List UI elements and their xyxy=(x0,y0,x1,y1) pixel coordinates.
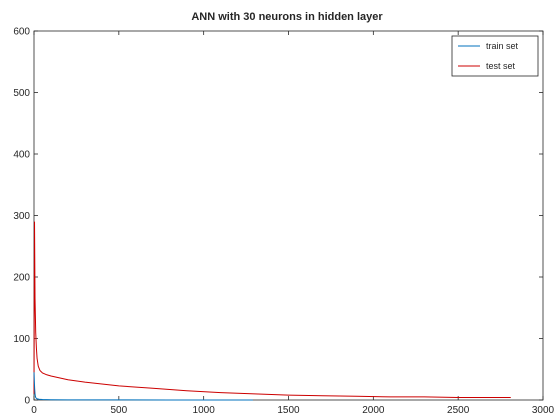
series-layer xyxy=(33,221,511,401)
x-tick-label: 1000 xyxy=(193,405,216,416)
y-axis: 0 100 200 300 400 500 600 xyxy=(13,27,543,407)
x-tick-label: 2000 xyxy=(362,405,385,416)
legend-box xyxy=(451,35,539,77)
x-tick-label: 0 xyxy=(31,405,37,416)
series-line-train-set xyxy=(33,372,253,401)
legend-label: train set xyxy=(486,41,519,51)
y-tick-label: 400 xyxy=(13,150,30,161)
series-line-test-set xyxy=(33,221,511,399)
y-tick-label: 300 xyxy=(13,211,30,222)
x-tick-label: 1500 xyxy=(277,405,300,416)
y-tick-label: 200 xyxy=(13,273,30,284)
plot-frame xyxy=(33,30,544,401)
y-tick-label: 0 xyxy=(24,396,30,407)
y-tick-label: 500 xyxy=(13,88,30,99)
x-tick-label: 3000 xyxy=(532,405,555,416)
x-axis: 0 500 1000 1500 2000 2500 3000 xyxy=(31,31,555,416)
y-tick-label: 600 xyxy=(13,27,30,38)
legend: train set test set xyxy=(451,35,539,77)
y-tick-label: 100 xyxy=(13,334,30,345)
plot-area xyxy=(33,30,544,401)
legend-label: test set xyxy=(486,61,516,71)
x-tick-label: 500 xyxy=(110,405,127,416)
x-tick-label: 2500 xyxy=(447,405,470,416)
chart-title: ANN with 30 neurons in hidden layer xyxy=(191,11,383,23)
